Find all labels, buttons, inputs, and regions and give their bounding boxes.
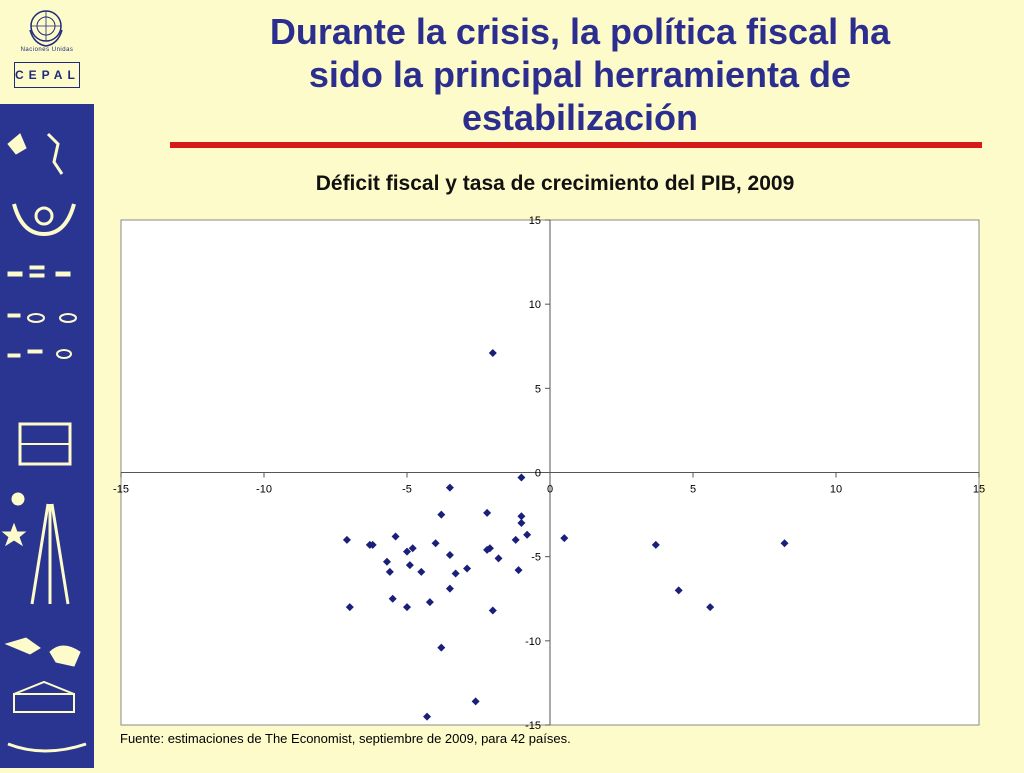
page-title: Durante la crisis, la política fiscal ha… [160, 10, 1000, 139]
data-point [391, 532, 400, 541]
data-point [517, 473, 526, 482]
y-tick-label: -15 [525, 720, 541, 732]
data-point [517, 512, 526, 521]
data-point [674, 586, 683, 595]
data-point [445, 584, 454, 593]
petroglyph-decoration-icon [1, 132, 87, 753]
x-tick-label: 10 [830, 484, 842, 496]
y-tick-label: 5 [535, 383, 541, 395]
data-point [494, 554, 503, 563]
data-point [425, 598, 434, 607]
data-point [485, 544, 494, 553]
title-line-3: estabilización [461, 97, 699, 138]
y-tick-label: -10 [525, 636, 541, 648]
data-point [431, 539, 440, 548]
data-point [403, 603, 411, 612]
data-point [437, 510, 446, 519]
y-tick-label: -5 [531, 552, 541, 564]
data-point [523, 530, 532, 539]
data-point [445, 483, 454, 492]
data-point [388, 594, 397, 603]
data-point [488, 348, 497, 357]
x-tick-label: 5 [690, 484, 696, 496]
data-point [405, 561, 414, 570]
title-line-2: sido la principal herramienta de [308, 54, 852, 95]
cepal-logo: CEPAL [14, 62, 80, 88]
data-point [463, 564, 472, 573]
data-point [445, 550, 454, 559]
data-point [368, 540, 377, 549]
un-emblem-icon [29, 10, 63, 47]
x-tick-label: 0 [547, 484, 553, 496]
chart-title: Déficit fiscal y tasa de crecimiento del… [315, 172, 795, 195]
y-tick-label: 0 [535, 468, 541, 480]
data-point [514, 566, 523, 575]
data-point [408, 544, 417, 553]
plot-area: -15 -10 -5 0 5 10 15 15 10 5 0 -5 -10 -15 [113, 215, 985, 732]
data-point [780, 539, 789, 548]
x-tick-label: -15 [113, 484, 129, 496]
data-point [451, 569, 460, 578]
title-line-1: Durante la crisis, la política fiscal ha [269, 11, 891, 52]
data-point [417, 567, 426, 576]
y-tick-label: 10 [529, 299, 541, 311]
data-point [382, 557, 391, 566]
data-point [651, 540, 660, 549]
data-point [706, 603, 715, 612]
data-point [560, 534, 569, 543]
data-point [403, 547, 411, 556]
un-text: Naciones Unidas [20, 47, 74, 53]
data-point [342, 535, 351, 544]
source-note: Fuente: estimaciones de The Economist, s… [120, 731, 571, 746]
data-point [483, 508, 492, 517]
x-tick-label: -5 [402, 484, 412, 496]
decorative-side-band [0, 104, 94, 768]
y-tick-label: 15 [529, 215, 541, 227]
data-point [488, 606, 497, 615]
data-point [385, 567, 394, 576]
logo-area: Naciones Unidas CEPAL [0, 0, 94, 104]
data-point [517, 519, 526, 527]
data-point [423, 712, 432, 721]
data-point [471, 697, 480, 706]
title-underline [170, 142, 982, 148]
x-tick-label: -10 [256, 484, 272, 496]
x-tick-label: 15 [973, 484, 985, 496]
data-point [345, 603, 354, 612]
data-point [511, 535, 520, 544]
data-point [437, 643, 446, 652]
